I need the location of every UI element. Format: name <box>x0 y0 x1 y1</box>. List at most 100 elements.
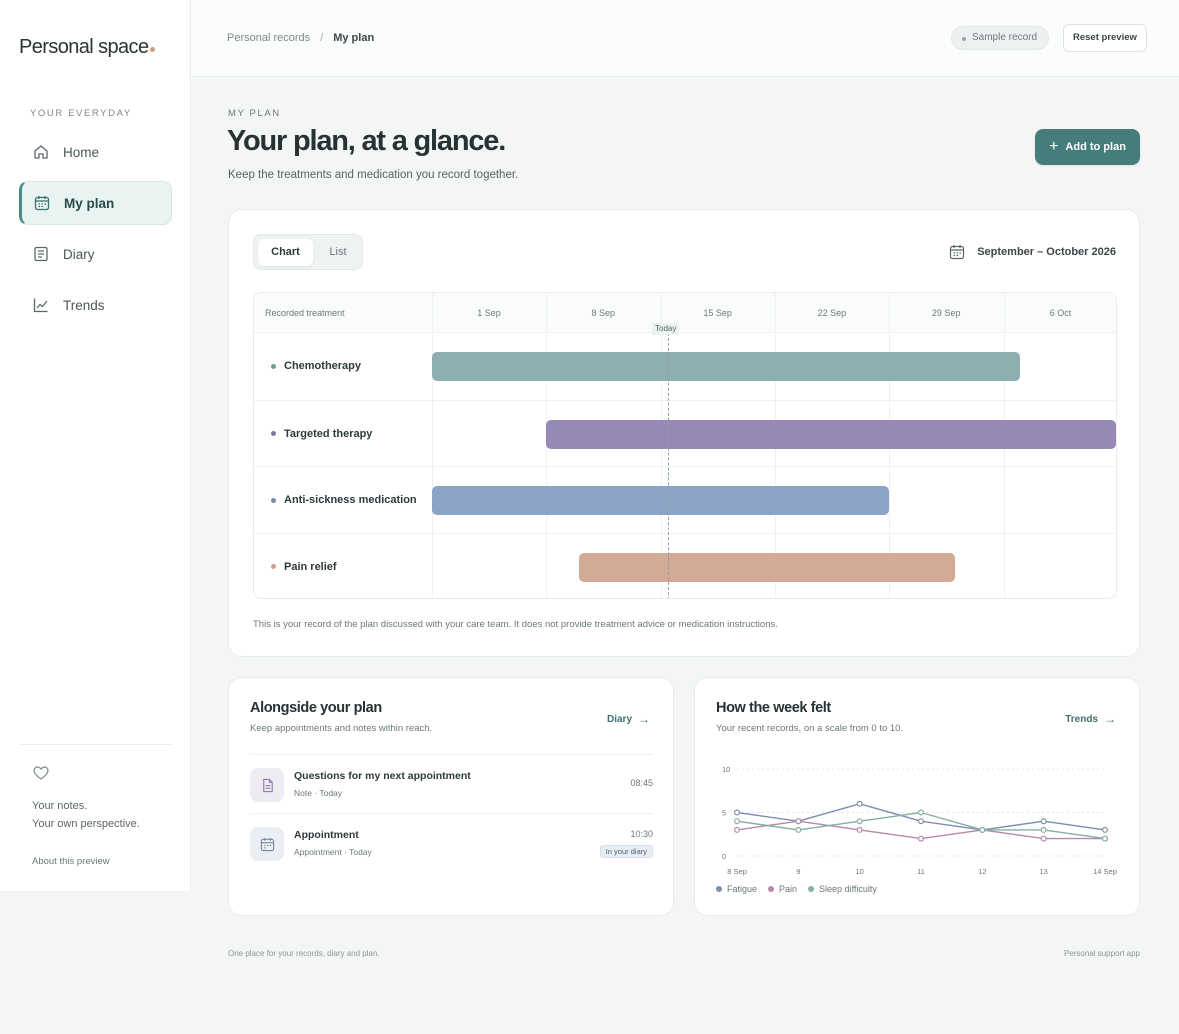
today-marker-line <box>668 333 669 598</box>
sidebar: Personal space YOUR EVERYDAY Home My pla… <box>0 0 191 891</box>
list-item-time: 08:45 <box>630 778 653 788</box>
week-card: How the week felt Your recent records, o… <box>694 677 1140 916</box>
legend-swatch <box>808 886 815 892</box>
sidebar-notes: Your notes. Your own perspective. <box>32 797 140 833</box>
sidebar-section-label: YOUR EVERYDAY <box>30 108 132 119</box>
series-line-fatigue <box>736 803 1106 831</box>
legend-item: Fatigue <box>716 884 757 894</box>
sidebar-item-trends[interactable]: Trends <box>19 283 172 327</box>
calendar-icon <box>950 245 965 260</box>
notebook-icon <box>34 246 48 262</box>
legend-label: Sleep difficulty <box>819 884 877 894</box>
treatment-label: Chemotherapy <box>284 360 362 372</box>
sample-record-badge: Sample record <box>951 26 1050 50</box>
treatment-dot <box>271 564 276 569</box>
x-tick-label: 10 <box>855 867 863 876</box>
gantt-header: Recorded treatment <box>254 293 1116 333</box>
sidebar-item-label: My plan <box>64 195 115 211</box>
data-point <box>733 818 740 825</box>
sidebar-notes-line: Your own perspective. <box>32 818 140 830</box>
data-point <box>733 826 740 833</box>
arrow-right-icon: → <box>1104 712 1116 726</box>
week-subtitle: Your recent records, on a scale from 0 t… <box>716 723 904 734</box>
add-to-plan-button[interactable]: + Add to plan <box>1035 129 1140 165</box>
legend-swatch <box>716 886 722 892</box>
y-tick-label: 10 <box>722 765 730 774</box>
plus-icon: + <box>1049 138 1059 155</box>
calendar-icon <box>34 196 50 211</box>
about-preview-link[interactable]: About this preview <box>32 856 110 867</box>
gantt-gridline <box>432 293 433 598</box>
week-chart-legend: Fatigue Pain Sleep difficulty <box>716 884 888 894</box>
list-item-title: Questions for my next appointment <box>294 770 471 782</box>
gantt-row: Chemotherapy <box>254 333 1116 399</box>
view-toggle-list[interactable]: List <box>329 246 347 258</box>
gantt-tick-label: 29 Sep <box>931 308 961 318</box>
list-item[interactable]: Appointment Appointment · Today 10:30 In… <box>250 814 653 873</box>
legend-item: Pain <box>768 884 797 894</box>
list-item[interactable]: Questions for my next appointment Note ·… <box>250 755 653 814</box>
week-line-chart: 0 5 10 8 Sep 9 10 11 12 13 14 Sep <box>722 765 1117 876</box>
footer-app-name: Personal support app <box>1063 949 1140 958</box>
treatment-dot <box>271 431 276 436</box>
legend-label: Fatigue <box>727 884 758 894</box>
alongside-title: Alongside your plan <box>250 700 382 716</box>
sidebar-item-label: Home <box>63 144 100 160</box>
legend-item: Sleep difficulty <box>808 884 877 894</box>
date-range[interactable]: September – October 2026 <box>949 244 1116 260</box>
brand-logo[interactable]: Personal space <box>19 36 156 59</box>
treatment-bar[interactable] <box>432 352 1020 381</box>
trends-link-label: Trends <box>1065 713 1098 725</box>
data-point <box>856 800 863 807</box>
breadcrumb-root[interactable]: Personal records <box>227 32 311 44</box>
gantt-tick-label: 1 Sep <box>477 308 501 318</box>
treatment-label: Anti-sickness medication <box>284 494 417 506</box>
x-tick-label: 12 <box>978 867 986 876</box>
diary-link[interactable]: Diary → <box>607 712 650 726</box>
gantt-tick-label: 8 Sep <box>591 308 616 318</box>
data-point <box>918 835 925 842</box>
gantt-tick-label: 15 Sep <box>703 308 732 318</box>
in-diary-badge: In your diary <box>599 845 653 858</box>
gantt-row: Anti-sickness medication <box>254 466 1116 532</box>
treatment-name: Chemotherapy <box>271 360 361 372</box>
sidebar-item-home[interactable]: Home <box>19 130 172 174</box>
gantt-tick-label: 22 Sep <box>817 308 847 318</box>
data-point <box>1040 826 1047 833</box>
list-item-meta: Note · Today <box>294 788 343 798</box>
alongside-list: Questions for my next appointment Note ·… <box>250 754 653 873</box>
treatment-name: Pain relief <box>271 561 337 573</box>
y-tick-label: 0 <box>722 852 726 861</box>
view-toggle-chart[interactable]: Chart <box>258 239 313 266</box>
treatment-name: Anti-sickness medication <box>271 494 417 506</box>
list-item-time: 10:30 <box>630 829 653 839</box>
gantt-row: Targeted therapy <box>254 399 1116 466</box>
home-icon <box>34 145 48 159</box>
x-tick-label: 8 Sep <box>727 867 747 876</box>
sidebar-notes-line: Your notes. <box>32 800 88 812</box>
view-toggle: Chart List <box>253 234 363 270</box>
sidebar-nav: Home My plan Diary Trends <box>19 130 172 334</box>
brand-dot <box>150 47 156 52</box>
treatment-bar[interactable] <box>432 486 890 515</box>
page-title: Your plan, at a glance. <box>227 125 506 157</box>
week-title: How the week felt <box>716 700 831 716</box>
legend-label: Pain <box>779 884 798 894</box>
heart-icon <box>33 766 49 780</box>
treatment-gantt-chart: Recorded treatment 1 Sep 8 Sep 15 Sep 22 Se… <box>253 292 1117 599</box>
trends-link[interactable]: Trends → <box>1065 712 1116 726</box>
topbar: Personal records / My plan Sample record R… <box>191 0 1179 77</box>
x-tick-label: 14 Sep <box>1093 867 1117 876</box>
treatment-label: Targeted therapy <box>284 427 373 440</box>
reset-preview-button[interactable]: Reset preview <box>1063 24 1147 52</box>
diary-link-label: Diary <box>606 713 632 725</box>
alongside-subtitle: Keep appointments and notes within reach… <box>250 723 433 734</box>
treatment-bar[interactable] <box>546 419 1116 449</box>
gantt-tick-label: 6 Oct <box>1049 308 1072 318</box>
sidebar-item-my-plan[interactable]: My plan <box>19 181 172 225</box>
treatment-bar[interactable] <box>578 552 955 582</box>
gantt-column-header: Recorded treatment <box>265 308 345 318</box>
plan-disclaimer: This is your record of the plan discusse… <box>253 619 778 630</box>
data-point <box>1102 835 1109 842</box>
sidebar-item-diary[interactable]: Diary <box>19 232 172 276</box>
